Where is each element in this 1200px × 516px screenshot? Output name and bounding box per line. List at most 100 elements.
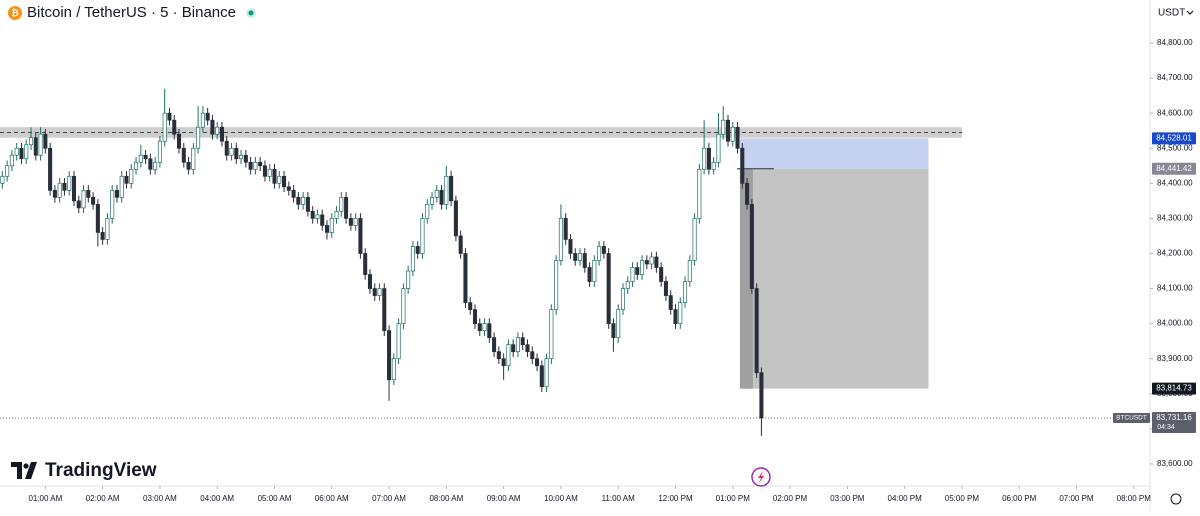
- x-tick-label: 03:00 PM: [830, 494, 865, 503]
- x-tick-label: 05:00 AM: [258, 494, 292, 503]
- candle-body: [81, 189, 86, 209]
- candle-body: [625, 281, 630, 289]
- candle-body: [215, 126, 220, 135]
- candle-body: [754, 288, 759, 374]
- candle-body: [372, 288, 377, 296]
- candle-body: [363, 253, 368, 275]
- candle-body: [176, 133, 182, 149]
- candle-body: [110, 189, 115, 219]
- candle-body: [630, 267, 635, 282]
- candle-body: [52, 189, 57, 198]
- logo: TradingView: [11, 460, 157, 481]
- candle-body: [444, 175, 449, 205]
- candle-body: [492, 337, 497, 353]
- candle-body: [153, 161, 158, 170]
- candle-body: [544, 358, 549, 388]
- x-tick-label: 12:00 PM: [658, 494, 693, 503]
- candle-body: [439, 189, 444, 205]
- candle-body: [716, 133, 721, 163]
- candle-body: [334, 211, 339, 219]
- candle-body: [458, 235, 463, 254]
- candle-body: [272, 168, 277, 184]
- candle-body: [91, 197, 96, 205]
- x-tick-label: 07:00 AM: [372, 494, 406, 503]
- candle-body: [692, 218, 697, 261]
- candle-body: [43, 133, 48, 149]
- candle-body: [114, 189, 119, 198]
- symbol-title: Bitcoin / TetherUS · 5 · Binance: [27, 4, 236, 21]
- x-tick-label: 01:00 AM: [28, 494, 62, 503]
- candle-body: [644, 260, 649, 265]
- candle-body: [759, 372, 764, 419]
- candle-body: [463, 253, 468, 303]
- candle-body: [425, 204, 430, 219]
- candle-body: [0, 175, 5, 184]
- candle-body: [196, 126, 201, 149]
- candle-body: [558, 218, 563, 261]
- y-tick-label: 84,100.00: [1157, 284, 1193, 293]
- candle-body: [539, 365, 544, 388]
- candle-body: [76, 200, 81, 209]
- candle-body: [387, 330, 392, 381]
- candle-body: [468, 302, 473, 310]
- candle-body: [611, 323, 616, 339]
- candle-body: [683, 281, 688, 303]
- stop-box: [739, 168, 929, 389]
- candle-body: [482, 323, 487, 332]
- candle-body: [167, 112, 172, 121]
- candle-body: [377, 288, 382, 296]
- candle-body: [406, 270, 411, 289]
- candle-body: [649, 256, 654, 265]
- status-dot: [248, 10, 254, 16]
- x-tick-label: 01:00 PM: [716, 494, 751, 503]
- candle-body: [219, 126, 225, 142]
- y-tick-label: 84,600.00: [1157, 108, 1193, 117]
- candle-body: [740, 147, 745, 184]
- candle-body: [568, 239, 573, 254]
- candle-body: [353, 218, 358, 226]
- candle-body: [706, 147, 711, 170]
- entry-label-bg: [1152, 162, 1196, 175]
- settings-icon[interactable]: [1170, 493, 1182, 505]
- candle-body: [134, 161, 139, 170]
- logo-mark: [25, 462, 37, 479]
- candle-body: [320, 214, 325, 226]
- currency-caret: [1186, 10, 1194, 15]
- candle-body: [640, 260, 645, 275]
- candle-body: [9, 154, 14, 167]
- candle-body: [702, 147, 707, 170]
- candle-body: [530, 351, 535, 360]
- candle-body: [410, 246, 415, 272]
- candle-body: [291, 189, 296, 198]
- candle-body: [305, 197, 310, 212]
- y-tick-label: 84,400.00: [1157, 178, 1193, 187]
- candle-body: [143, 154, 148, 160]
- candle-body: [224, 140, 229, 156]
- candle-body: [687, 260, 692, 282]
- candle-body: [673, 309, 678, 324]
- currency[interactable]: USDT: [1158, 8, 1185, 19]
- entry-label: 84,441.42: [1156, 164, 1192, 173]
- candle-body: [577, 253, 583, 261]
- y-tick-label: 83,600.00: [1157, 459, 1193, 468]
- candle-body: [535, 358, 540, 367]
- event-icon[interactable]: [751, 467, 771, 487]
- candle-body: [181, 147, 186, 163]
- x-tick-label: 06:00 PM: [1002, 494, 1037, 503]
- target-label-bg: [1152, 132, 1196, 145]
- candle-body: [415, 246, 420, 254]
- candle-body: [24, 144, 29, 160]
- candle-body: [620, 288, 625, 310]
- candle-body: [382, 288, 387, 332]
- candle-body: [587, 267, 592, 282]
- candle-body: [487, 323, 492, 339]
- x-tick-label: 06:00 AM: [315, 494, 349, 503]
- candle-body: [124, 175, 129, 184]
- candle-body: [248, 161, 253, 170]
- candle-body: [71, 175, 77, 202]
- candle-body: [453, 200, 458, 237]
- candle-body: [663, 281, 668, 296]
- candle-body: [258, 161, 263, 167]
- logo-mark: [11, 462, 22, 479]
- candle-body: [301, 197, 306, 205]
